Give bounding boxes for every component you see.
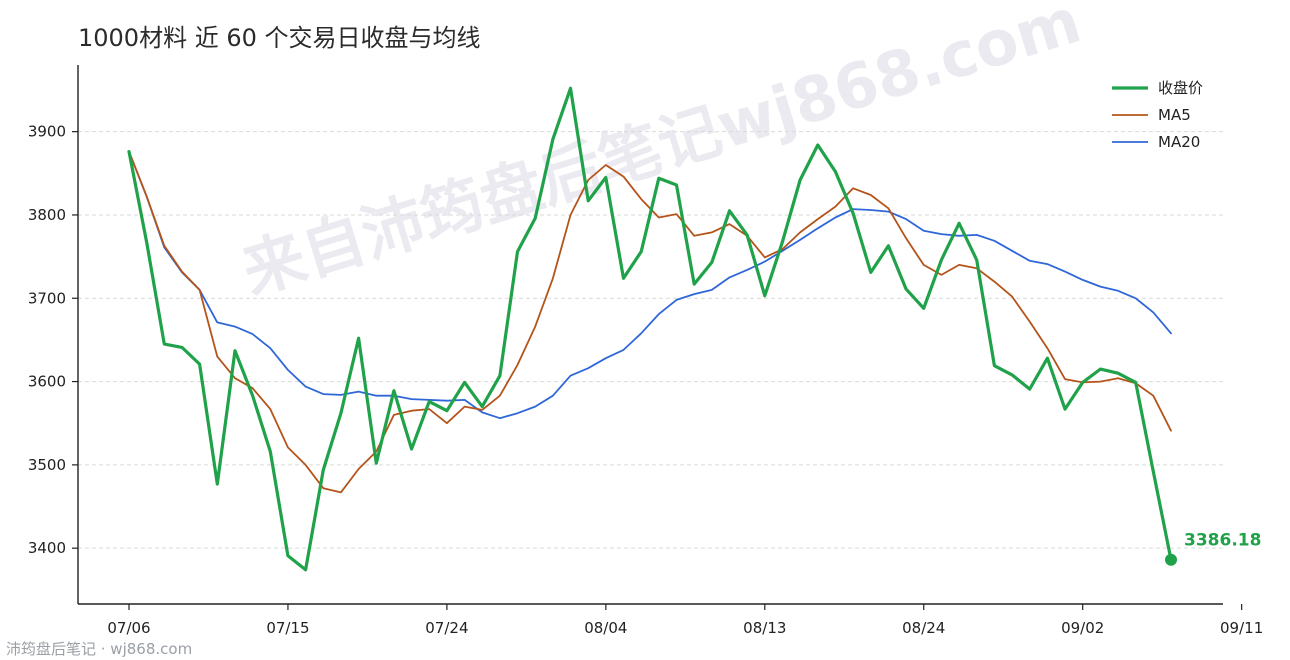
series-lines xyxy=(127,86,1173,572)
y-tick-label: 3500 xyxy=(28,456,66,474)
x-tick-label: 08/24 xyxy=(902,619,945,637)
legend-label: 收盘价 xyxy=(1158,79,1203,97)
last-value-label: 3386.18 xyxy=(1184,531,1261,551)
y-tick-label: 3600 xyxy=(28,373,66,391)
y-tick-label: 3400 xyxy=(28,539,66,557)
last-value-marker: 3386.18 xyxy=(1165,531,1261,566)
x-tick-label: 09/11 xyxy=(1220,619,1263,637)
y-tick-label: 3700 xyxy=(28,289,66,307)
series-line-close xyxy=(127,86,1173,572)
y-tick-label: 3900 xyxy=(28,123,66,141)
legend-label: MA5 xyxy=(1158,106,1191,124)
y-axis-ticks: 3400 3500 3600 3700 3800 3900 xyxy=(28,123,78,557)
x-axis-ticks: 07/06 07/15 07/24 08/04 08/13 08/24 09/02 09/11… xyxy=(107,604,1263,637)
x-tick-label: 08/04 xyxy=(584,619,627,637)
series-line-ma20 xyxy=(128,150,1172,420)
x-tick-label: 07/06 xyxy=(107,619,150,637)
footer-credit: 沛筠盘后笔记 · wj868.com xyxy=(6,640,193,658)
x-tick-label: 08/13 xyxy=(743,619,786,637)
grid-lines xyxy=(78,131,1223,549)
chart-title: 1000材料 近 60 个交易日收盘与均线 xyxy=(78,24,481,52)
y-tick-label: 3800 xyxy=(28,206,66,224)
legend: 收盘价 MA5 MA20 xyxy=(1112,79,1203,151)
x-tick-label: 09/02 xyxy=(1061,619,1104,637)
x-tick-label: 07/15 xyxy=(266,619,309,637)
series-line-ma5 xyxy=(128,150,1172,494)
axes xyxy=(77,65,1223,605)
last-point-dot xyxy=(1165,553,1177,566)
legend-label: MA20 xyxy=(1158,133,1200,151)
x-tick-label: 07/24 xyxy=(425,619,468,637)
